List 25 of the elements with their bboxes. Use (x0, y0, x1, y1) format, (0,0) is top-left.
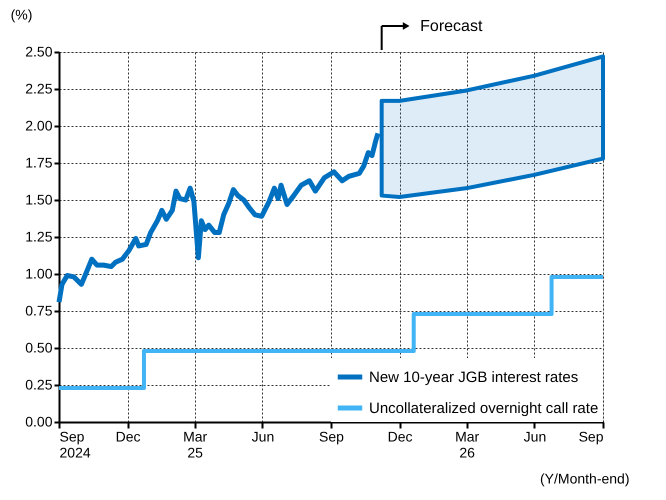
y-tick-label: 1.25 (25, 228, 53, 244)
y-tick-label: 1.00 (25, 266, 53, 282)
text: Forecast (420, 18, 483, 35)
y-tick-label: 0.50 (25, 340, 53, 356)
y-tick-label: 2.00 (25, 118, 53, 134)
y-tick-label: 2.50 (25, 44, 53, 60)
y-axis-title: (%) (10, 6, 32, 22)
x-tick-label: Jun (252, 428, 274, 444)
y-tick-label: 0.75 (25, 302, 53, 318)
y-tick-label: 1.50 (25, 192, 53, 208)
x-tick-label: Dec (116, 428, 141, 444)
x-tick-label: Jun (524, 428, 546, 444)
legend-label: Uncollateralized overnight call rate (369, 400, 598, 417)
y-tick-label: 1.75 (25, 154, 53, 170)
x-tick-label: Mar 26 (455, 428, 480, 460)
legend-label: New 10-year JGB interest rates (369, 369, 578, 386)
y-tick-label: 2.25 (25, 80, 53, 96)
y-tick-label: 0.25 (25, 376, 53, 392)
x-tick-label: Sep (319, 428, 344, 444)
x-tick-label: Mar 25 (183, 428, 208, 460)
x-axis-title: (Y/Month-end) (540, 470, 630, 486)
x-tick-label: Sep 2024 (60, 428, 91, 460)
x-tick-label: Sep (578, 428, 604, 444)
x-tick-label: Dec (388, 428, 413, 444)
y-tick-label: 0.00 (25, 414, 53, 430)
